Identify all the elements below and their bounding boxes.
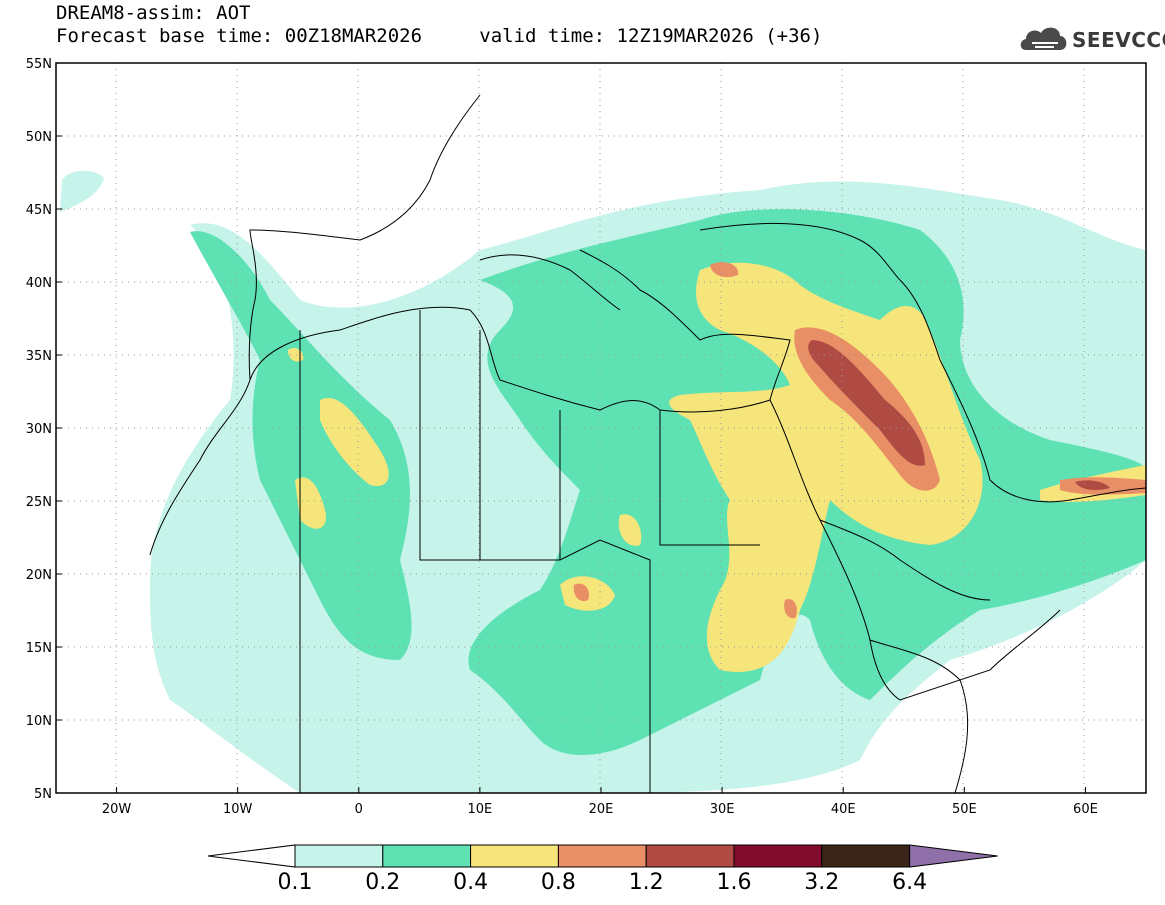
y-tick-label: 25N (26, 495, 52, 510)
y-tick-label: 20N (26, 568, 52, 583)
logo-text: SEEVCCC (1072, 28, 1165, 52)
x-tick-label: 40E (831, 802, 856, 817)
x-tick-label: 0 (355, 802, 363, 817)
base-time-label: Forecast base time: 00Z18MAR2026 (56, 25, 423, 47)
aot-shading (56, 63, 1146, 793)
colorbar-segment (294, 844, 384, 868)
x-tick-label: 30E (710, 802, 735, 817)
y-tick-label: 30N (26, 422, 52, 437)
coastlines (149, 94, 1146, 793)
y-tick-label: 55N (26, 57, 52, 72)
colorbar-label: 6.4 (892, 870, 928, 895)
colorbar-label: 1.6 (716, 870, 752, 895)
y-tick-label: 15N (26, 641, 52, 656)
colorbar-segment (733, 844, 823, 868)
x-tick-label: 50E (952, 802, 977, 817)
colorbar-label: 0.1 (277, 870, 313, 895)
colorbar-label: 0.8 (540, 870, 576, 895)
colorbar-segment (557, 844, 647, 868)
cloud-icon (1020, 27, 1067, 50)
colorbar-segment (382, 844, 472, 868)
colorbar-label: 1.2 (628, 870, 664, 895)
colorbar-segment (821, 844, 911, 868)
map-title: DREAM8-assim: AOT (56, 2, 251, 24)
valid-time-label: valid time: 12Z19MAR2026 (+36) (479, 25, 823, 47)
colorbar-label: 3.2 (804, 870, 840, 895)
y-axis: 55N 50N 45N 40N 35N 30N 25N 20N 15N 10N 5N (26, 57, 62, 802)
y-tick-label: 40N (26, 276, 52, 291)
colorbar-over-arrow (909, 844, 998, 868)
x-tick-label: 10W (223, 802, 253, 817)
x-tick-label: 20E (589, 802, 614, 817)
y-tick-label: 10N (26, 714, 52, 729)
colorbar-label: 0.4 (453, 870, 489, 895)
x-tick-label: 20W (102, 802, 132, 817)
y-tick-label: 5N (34, 787, 52, 802)
y-tick-label: 50N (26, 130, 52, 145)
y-tick-label: 45N (26, 203, 52, 218)
x-tick-label: 10E (468, 802, 493, 817)
colorbar-segment (645, 844, 735, 868)
forecast-times: Forecast base time: 00Z18MAR2026 valid t… (56, 25, 822, 47)
y-tick-label: 35N (26, 349, 52, 364)
colorbar-label: 0.2 (365, 870, 401, 895)
x-tick-label: 60E (1073, 802, 1098, 817)
x-axis: 20W 10W 0 10E 20E 30E 40E 50E 60E (102, 787, 1098, 817)
colorbar-segment (470, 844, 559, 868)
seevccc-logo: SEEVCCC (1018, 22, 1165, 56)
colorbar-under-arrow (207, 844, 296, 868)
colorbar (207, 844, 998, 868)
